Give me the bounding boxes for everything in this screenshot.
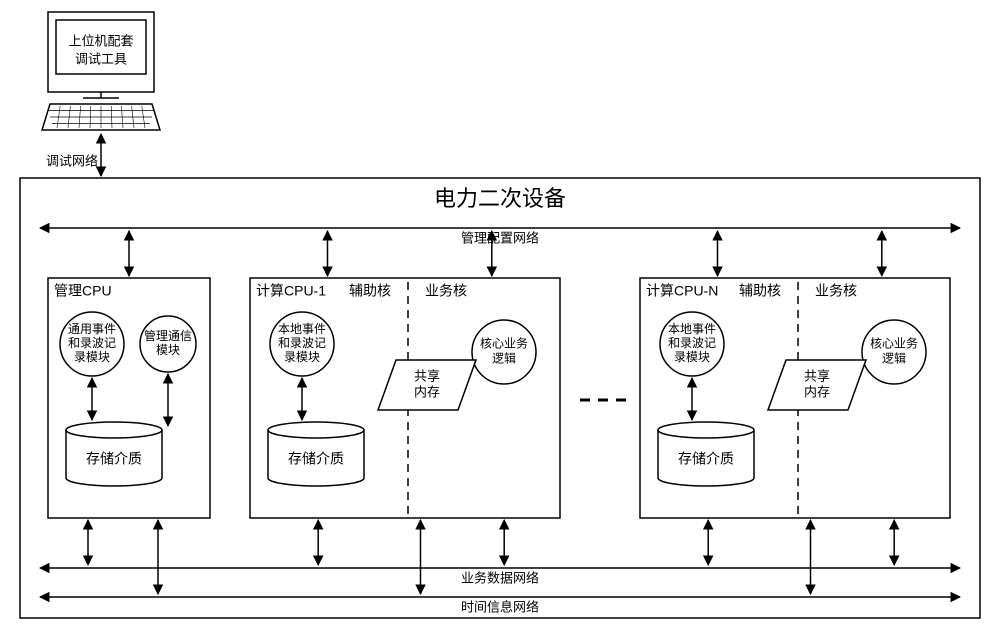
svg-text:录模块: 录模块	[74, 350, 110, 364]
svg-text:通用事件: 通用事件	[68, 322, 116, 336]
svg-text:计算CPU-1: 计算CPU-1	[256, 283, 326, 299]
svg-text:调试网络: 调试网络	[46, 153, 98, 168]
svg-text:上位机配套: 上位机配套	[68, 33, 133, 48]
svg-text:核心业务: 核心业务	[480, 336, 528, 351]
svg-text:存储介质: 存储介质	[288, 451, 344, 467]
svg-text:逻辑: 逻辑	[492, 352, 516, 366]
svg-text:辅助核: 辅助核	[739, 283, 781, 299]
svg-text:和录波记: 和录波记	[278, 336, 326, 350]
svg-text:本地事件: 本地事件	[668, 322, 716, 336]
svg-text:内存: 内存	[414, 384, 440, 399]
svg-text:业务数据网络: 业务数据网络	[461, 570, 539, 585]
svg-text:和录波记: 和录波记	[668, 336, 716, 350]
svg-text:共享: 共享	[414, 368, 440, 383]
svg-text:本地事件: 本地事件	[278, 322, 326, 336]
svg-text:时间信息网络: 时间信息网络	[461, 599, 539, 614]
svg-text:管理通信: 管理通信	[144, 328, 192, 343]
svg-text:内存: 内存	[804, 384, 830, 399]
svg-text:管理CPU: 管理CPU	[54, 283, 112, 299]
svg-text:录模块: 录模块	[284, 350, 320, 364]
svg-text:管理配置网络: 管理配置网络	[461, 230, 539, 245]
svg-text:计算CPU-N: 计算CPU-N	[646, 283, 718, 299]
diagram-canvas: 上位机配套调试工具调试网络电力二次设备管理配置网络业务数据网络时间信息网络 管理C…	[0, 0, 1000, 635]
svg-text:辅助核: 辅助核	[349, 283, 391, 299]
svg-text:逻辑: 逻辑	[882, 352, 906, 366]
svg-text:业务核: 业务核	[815, 283, 857, 299]
svg-text:业务核: 业务核	[425, 283, 467, 299]
svg-text:录模块: 录模块	[674, 350, 710, 364]
svg-text:核心业务: 核心业务	[870, 336, 918, 351]
svg-text:模块: 模块	[156, 343, 180, 357]
svg-text:存储介质: 存储介质	[678, 451, 734, 467]
svg-text:调试工具: 调试工具	[75, 51, 127, 66]
svg-text:存储介质: 存储介质	[86, 451, 142, 467]
svg-text:共享: 共享	[804, 368, 830, 383]
svg-text:电力二次设备: 电力二次设备	[434, 186, 566, 211]
svg-text:和录波记: 和录波记	[68, 336, 116, 350]
